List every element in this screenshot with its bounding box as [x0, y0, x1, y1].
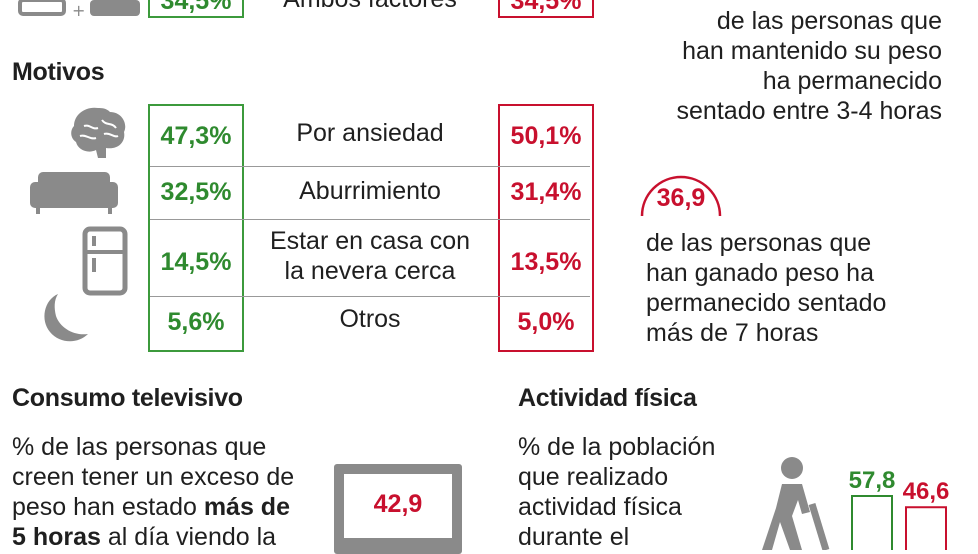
top-icons: +: [14, 0, 144, 18]
motivo-label: Estar en casa con la nevera cerca: [244, 226, 496, 286]
consumo-text: % de las personas que creen tener un exc…: [12, 432, 322, 552]
treadmill-icon: [762, 457, 830, 550]
motivo-label: Otros: [339, 305, 401, 333]
actividad-line: % de la población: [518, 433, 716, 461]
motivo-red-value: 50,1%: [510, 122, 582, 150]
pot-plus-sofa-icon: +: [18, 0, 140, 18]
right-stat-2-line: más de 7 horas: [646, 319, 819, 347]
fridge-icon: [82, 226, 128, 296]
consumo-line: creen tener un exceso de: [12, 463, 295, 491]
motivo-green-value: 5,6%: [167, 308, 225, 336]
consumo-line: 5 horas al día viendo la: [12, 522, 322, 552]
actividad-line: durante el: [518, 523, 630, 551]
actividad-text: % de la población que realizado activida…: [518, 432, 715, 552]
activity-bar-label: 57,8: [849, 467, 896, 494]
motivo-label: Por ansiedad: [296, 119, 444, 147]
right-stat-2-line: han ganado peso ha: [646, 259, 874, 287]
actividad-line: que realizado: [518, 463, 669, 491]
motivo-green-value: 47,3%: [160, 122, 232, 150]
consumo-title: Consumo televisivo: [12, 384, 243, 412]
svg-text:+: +: [72, 1, 85, 18]
stat-arc-icon: [640, 175, 722, 217]
top-red-box: 34,5%: [498, 0, 594, 18]
consumo-line-part: peso han estado: [12, 493, 204, 521]
consumo-line: peso han estado más de: [12, 492, 322, 522]
motivo-label-line: la nevera cerca: [284, 257, 456, 285]
moon-icon: [44, 294, 88, 342]
top-red-value: 34,5%: [510, 0, 582, 15]
motivo-red-value: 13,5%: [510, 248, 582, 276]
right-stat-1-line: han mantenido su peso: [682, 37, 942, 65]
top-row-label: Ambos factores: [244, 0, 496, 14]
motivos-title: Motivos: [12, 58, 105, 86]
consumo-emphasis: 5 horas: [12, 523, 101, 551]
motivo-green-value: 32,5%: [160, 178, 232, 206]
right-stat-2-line: de las personas que: [646, 229, 872, 257]
tv-screen: [344, 474, 452, 538]
motivo-label-line: Estar en casa con: [269, 227, 471, 255]
consumo-line-part: al día viendo la: [100, 523, 277, 551]
motivo-red-value: 31,4%: [510, 178, 582, 206]
activity-bar: [851, 495, 893, 550]
activity-bar-chart: 57,8 46,6: [849, 467, 950, 550]
top-green-value: 34,5%: [160, 0, 232, 15]
consumo-emphasis: más de: [203, 493, 290, 521]
actividad-line: actividad física: [518, 493, 682, 521]
right-stat-2-value: 36,9: [656, 184, 706, 212]
consumo-line: % de las personas que: [12, 433, 267, 461]
motivo-green-value: 14,5%: [160, 248, 232, 276]
row-divider: [150, 296, 590, 297]
row-divider: [150, 166, 590, 167]
brain-icon: [71, 107, 126, 158]
tv-value: 42,9: [373, 490, 423, 518]
top-green-box: 34,5%: [148, 0, 244, 18]
right-stat-1-line: sentado entre 3-4 horas: [676, 97, 942, 125]
motivo-red-value: 5,0%: [517, 308, 575, 336]
actividad-title: Actividad física: [518, 384, 697, 412]
motivos-red-column: [498, 104, 594, 352]
activity-bar: [905, 506, 947, 550]
motivos-green-column: [148, 104, 244, 352]
right-stat-1: de las personas que han mantenido su pes…: [677, 6, 942, 126]
right-stat-1-line: de las personas que: [716, 7, 942, 35]
right-stat-1-line: ha permanecido: [762, 67, 942, 95]
sofa-icon: [30, 172, 118, 214]
right-stat-2-text: de las personas que han ganado peso ha p…: [646, 228, 886, 348]
tv-icon: 42,9: [334, 464, 462, 554]
right-stat-2-line: permanecido sentado: [646, 289, 887, 317]
activity-bar-label: 46,6: [903, 478, 950, 505]
motivo-label: Aburrimiento: [299, 177, 441, 205]
row-divider: [150, 219, 590, 220]
